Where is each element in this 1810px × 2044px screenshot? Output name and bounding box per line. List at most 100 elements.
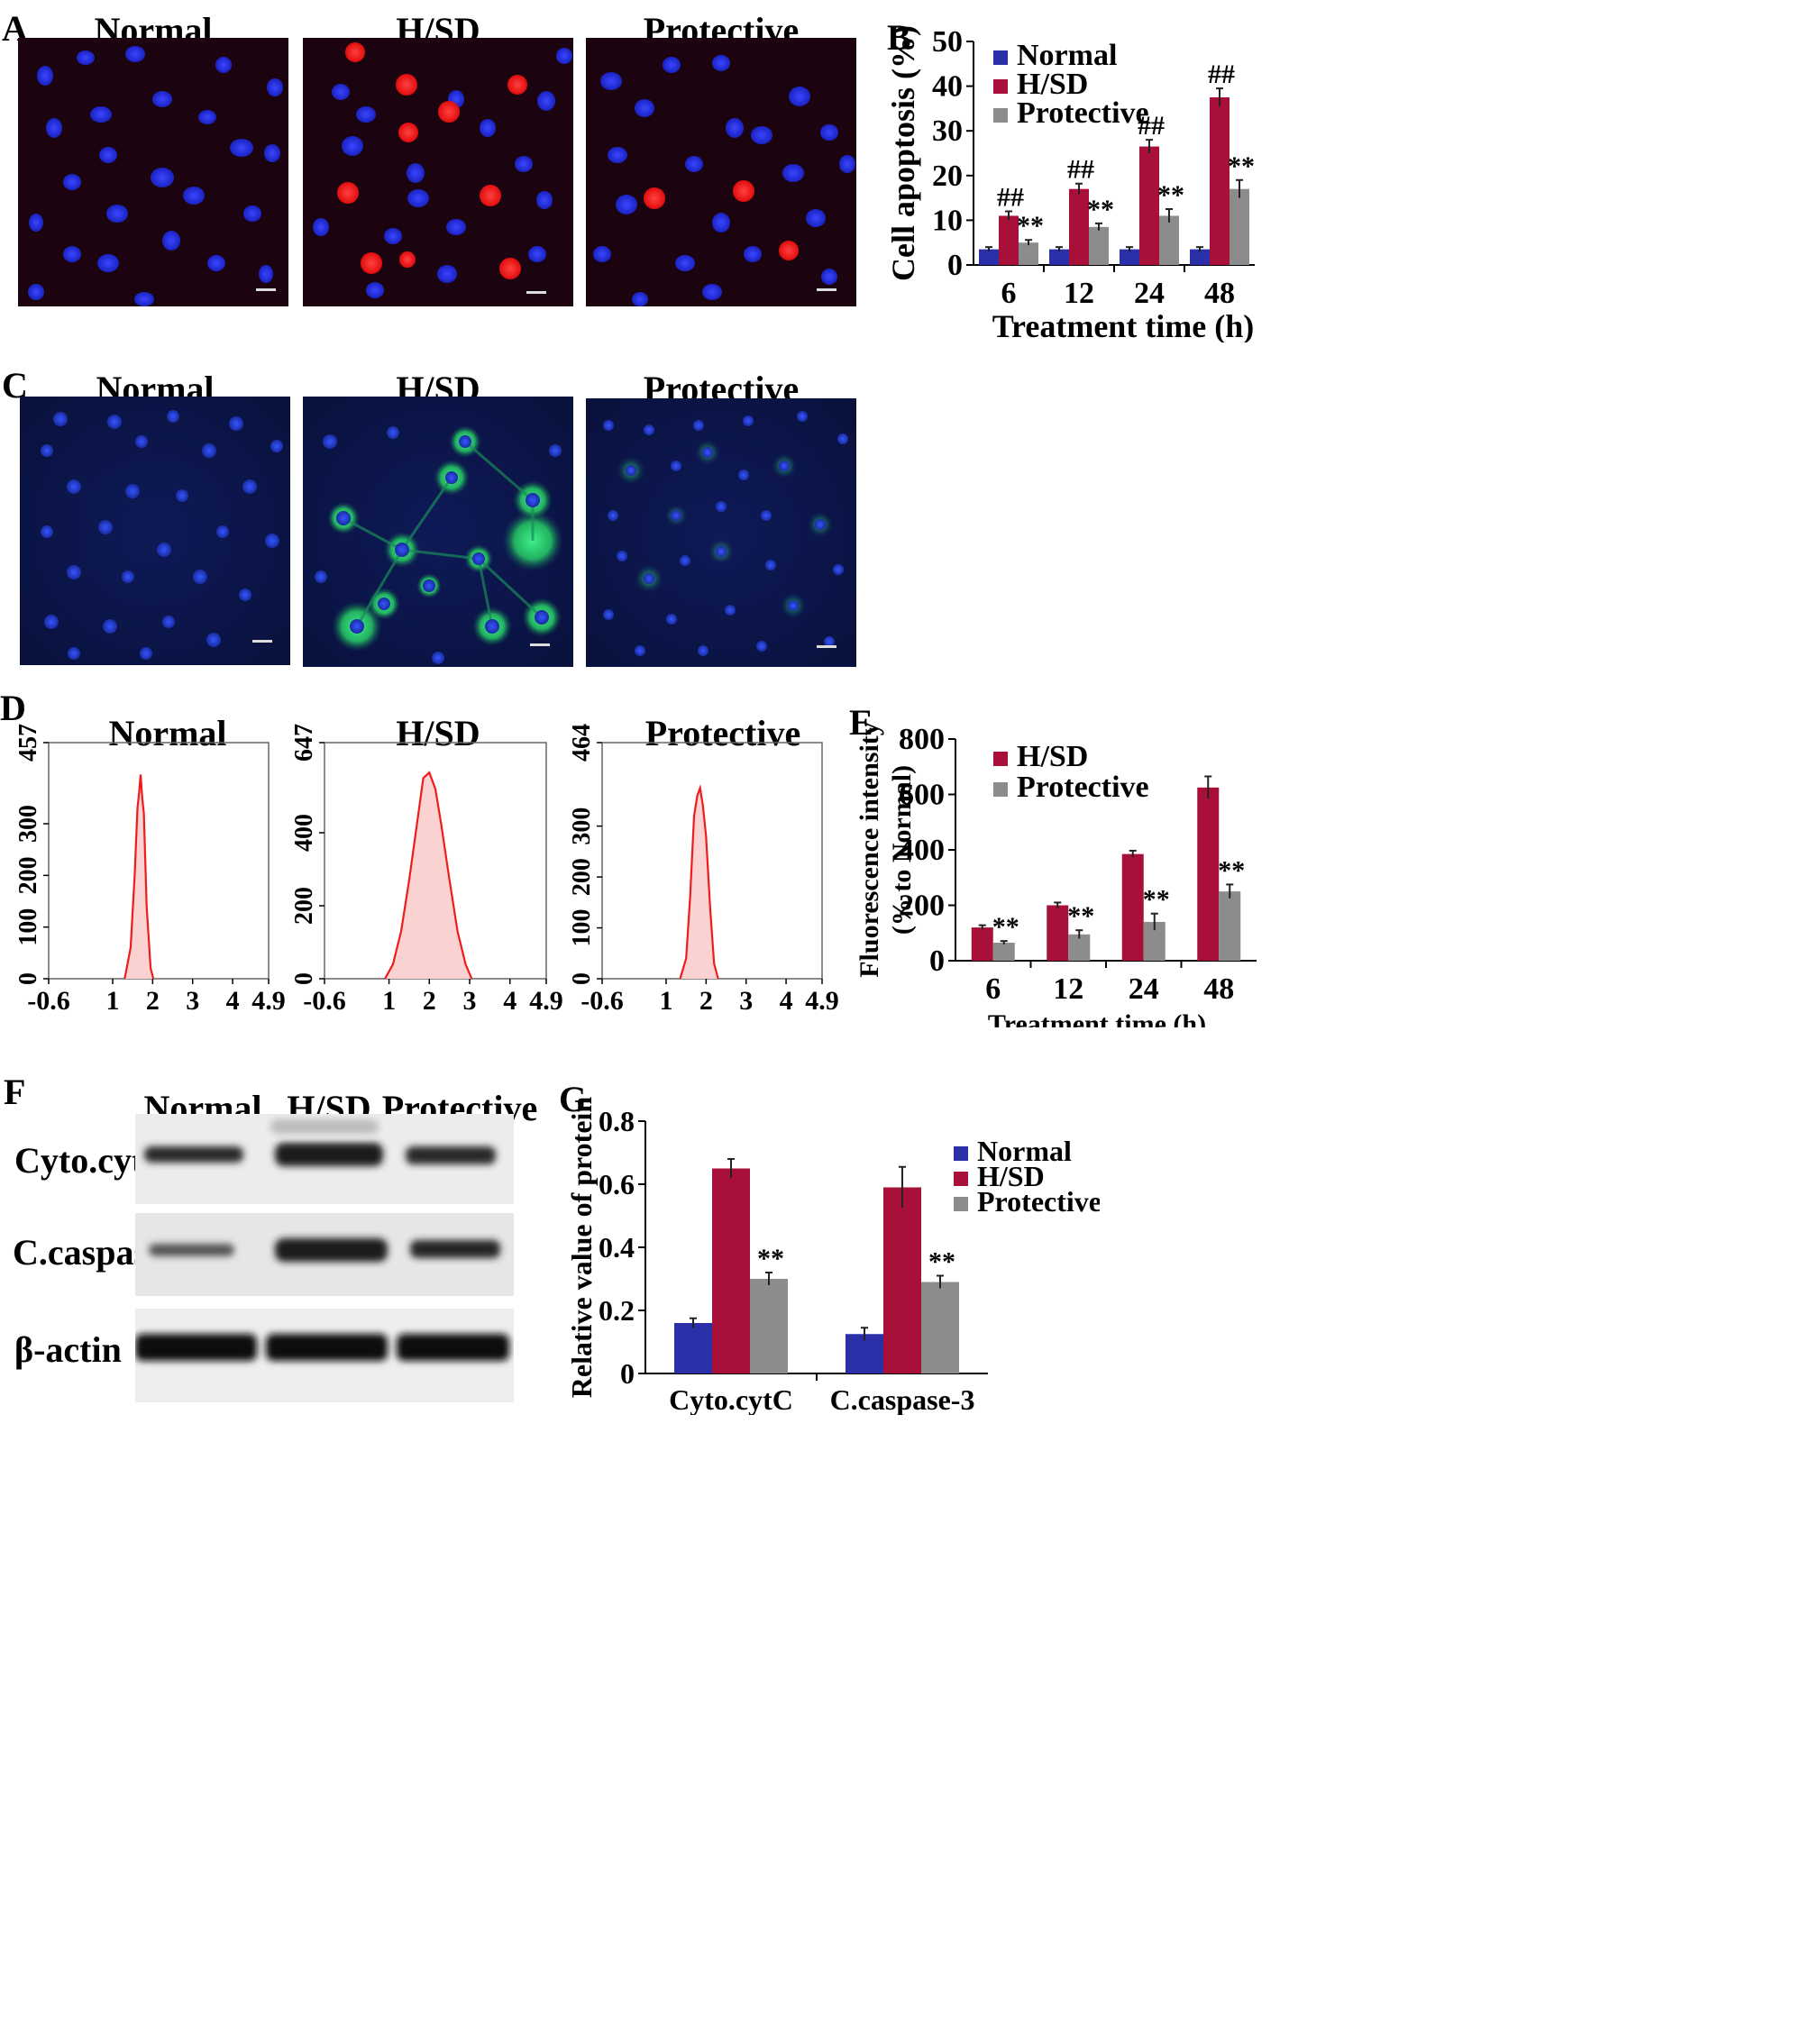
- x-tick-label: 2: [146, 986, 160, 1016]
- legend-label: Normal: [977, 1135, 1072, 1167]
- histogram-fill: [680, 788, 718, 979]
- y-tick-label: 800: [899, 723, 945, 756]
- y-tick-label: 0.4: [599, 1231, 635, 1264]
- x-tick-label: 4.9: [251, 986, 286, 1016]
- histogram-line: [123, 774, 155, 980]
- bar-protective: [1068, 934, 1091, 961]
- histogram-frame: [48, 742, 270, 980]
- y-tick-label: 200: [290, 887, 318, 925]
- y-tick-label: 464: [568, 724, 596, 762]
- x-tick-label: 1: [382, 986, 396, 1016]
- legend-swatch: [993, 50, 1008, 65]
- y-tick-label: 200: [14, 856, 42, 894]
- x-axis-label: Treatment time (h): [988, 1009, 1206, 1027]
- bar-normal: [1190, 249, 1210, 265]
- legend-label: H/SD: [1017, 68, 1088, 101]
- y-tick-label: 200: [568, 858, 596, 896]
- significance-mark: **: [992, 912, 1019, 942]
- bar-protective: [1019, 242, 1038, 265]
- y-tick-label: 40: [932, 70, 963, 104]
- y-axis-label: (% to Normal): [887, 765, 917, 935]
- x-tick-label: -0.6: [580, 986, 624, 1016]
- x-tick-label: C.caspase-3: [830, 1383, 975, 1415]
- x-tick-label: -0.6: [303, 986, 346, 1016]
- y-tick-label: 20: [932, 160, 963, 193]
- legend-swatch: [993, 782, 1008, 797]
- legend-label: Protective: [1017, 96, 1149, 130]
- y-tick-label: 647: [290, 724, 318, 762]
- y-tick-label: 0: [929, 944, 945, 978]
- y-tick-label: 100: [568, 909, 596, 947]
- x-tick-label: 4.9: [529, 986, 563, 1016]
- legend-swatch: [954, 1172, 968, 1186]
- x-tick-label: -0.6: [27, 986, 70, 1016]
- x-tick-label: 6: [985, 972, 1001, 1006]
- panel-label-g: G: [559, 1079, 588, 1119]
- panel-label-b: B: [887, 17, 911, 58]
- significance-mark: **: [928, 1247, 955, 1277]
- histogram-line: [679, 783, 719, 980]
- panel-label-d: D: [0, 688, 26, 728]
- y-tick-label: 300: [568, 808, 596, 845]
- legend-swatch: [993, 79, 1008, 94]
- bar-hsd: [883, 1187, 921, 1373]
- micrograph-a-normal: [18, 38, 288, 306]
- x-tick-label: Cyto.cytC: [669, 1383, 793, 1415]
- x-tick-label: 2: [699, 986, 713, 1016]
- x-tick-label: 4: [226, 986, 240, 1016]
- y-axis-label: Relative value of protein: [565, 1097, 598, 1399]
- significance-mark: **: [1218, 855, 1245, 885]
- x-tick-label: 1: [105, 986, 119, 1016]
- x-tick-label: 4.9: [805, 986, 839, 1016]
- x-tick-label: 48: [1203, 972, 1234, 1006]
- x-tick-label: 3: [186, 986, 199, 1016]
- bar-hsd: [1197, 787, 1220, 961]
- y-tick-label: 400: [290, 814, 318, 852]
- bar-hsd: [1121, 853, 1144, 961]
- y-tick-label: 400: [899, 834, 945, 867]
- x-tick-label: 4: [503, 986, 516, 1016]
- y-tick-label: 0: [14, 972, 42, 985]
- x-tick-label: 12: [1064, 277, 1094, 310]
- y-tick-label: 0.8: [599, 1105, 635, 1137]
- x-tick-label: 6: [1001, 277, 1017, 310]
- x-tick-label: 4: [780, 986, 793, 1016]
- western-blot: [135, 1114, 514, 1402]
- x-axis-label: Treatment time (h): [992, 308, 1255, 342]
- y-tick-label: 10: [932, 204, 963, 237]
- y-tick-label: 100: [14, 908, 42, 946]
- y-tick-label: 600: [899, 779, 945, 812]
- micrograph-a-protective: [586, 38, 856, 306]
- y-tick-label: 300: [14, 805, 42, 843]
- panel-label-e: E: [849, 702, 873, 743]
- bar-protective: [1219, 891, 1241, 961]
- chart-e-fluorescence: 0 200 400 600 800 6 ** 12 ** 24 ** 48 ** H/SDProtecti…: [855, 722, 1257, 1027]
- y-tick-label: 0: [290, 972, 318, 985]
- significance-mark: **: [1087, 195, 1114, 224]
- bar-hsd: [712, 1168, 750, 1373]
- micrograph-c-normal: [20, 397, 290, 665]
- x-tick-label: 1: [659, 986, 672, 1016]
- panel-label-f: F: [4, 1072, 26, 1112]
- y-tick-label: 0: [568, 972, 596, 985]
- significance-mark: ##: [1067, 155, 1094, 185]
- panel-d-title-normal: Normal: [108, 713, 227, 753]
- bar-normal: [846, 1334, 883, 1373]
- y-axis-label: Fluorescence intensity: [855, 722, 884, 978]
- bar-normal: [674, 1323, 712, 1373]
- significance-mark: **: [1157, 180, 1184, 210]
- bar-normal: [1120, 249, 1139, 265]
- x-tick-label: 12: [1053, 972, 1083, 1006]
- micrograph-c-protective: [586, 398, 856, 667]
- y-tick-label: 200: [899, 890, 945, 923]
- y-tick-label: 0.6: [599, 1168, 635, 1200]
- x-tick-label: 3: [739, 986, 753, 1016]
- chart-g-relative-protein: 0 0.2 0.4 0.6 0.8 Cyto.cytC ** C.caspase-3 ** Nor…: [565, 1097, 1100, 1415]
- legend-swatch: [993, 752, 1008, 766]
- bar-protective: [921, 1282, 959, 1373]
- y-axis-label: Cell apoptosis (%): [885, 25, 921, 281]
- panel-d-title-hsd: H/SD: [396, 713, 480, 753]
- x-tick-label: 48: [1204, 277, 1235, 310]
- significance-mark: ##: [997, 182, 1024, 212]
